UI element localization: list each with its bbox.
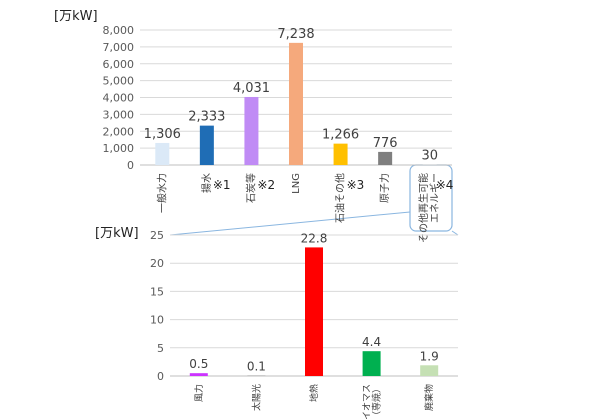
chart1-category-label: エネルギー: [429, 173, 441, 223]
chart1-category-label: 石油その他: [334, 173, 347, 223]
chart2-bar: [420, 365, 439, 376]
chart1-ytick: 7,000: [103, 41, 135, 54]
chart2-category-label: 地熱: [308, 384, 320, 402]
chart1-data-label: 2,333: [188, 110, 225, 125]
chart1-category-label: LNG: [291, 173, 302, 194]
chart1-bar: [289, 42, 303, 165]
chart2-bar: [247, 375, 266, 376]
chart1-data-label: 4,031: [233, 81, 270, 96]
chart1-note-mark: ※2: [257, 178, 275, 192]
chart1-ytick: 6,000: [103, 58, 135, 71]
chart2-category-label: 太陽光: [250, 384, 262, 411]
chart1-category-label: 一般水力: [155, 173, 168, 213]
chart2-category-label: （専焼）: [371, 384, 383, 419]
chart1-bar: [422, 164, 437, 165]
chart1-data-label: 30: [421, 148, 438, 163]
chart1-data-label: 1,266: [322, 128, 359, 143]
chart2-category-label: 廃棄物: [423, 384, 435, 411]
chart2-data-label: 0.1: [247, 359, 266, 373]
chart1-ytick: 2,000: [103, 125, 135, 138]
chart1-data-label: 7,238: [277, 27, 314, 42]
chart2-data-label: 22.8: [301, 231, 328, 245]
chart2-ytick: 0: [157, 370, 164, 383]
chart2-data-label: 1.9: [420, 349, 439, 363]
chart1-bar: [378, 151, 393, 165]
chart1-category-label: 石炭等: [244, 173, 257, 203]
zoom-connector-line: [451, 230, 459, 236]
chart2-data-label: 0.5: [189, 357, 208, 371]
chart1-category-label: 原子力: [378, 173, 391, 203]
chart1-data-label: 1,306: [144, 127, 181, 142]
chart1-bar: [155, 142, 170, 165]
zoom-connector-line: [169, 211, 411, 236]
chart2-data-label: 4.4: [362, 335, 381, 349]
chart1-bar: [333, 143, 348, 165]
chart2-ytick: 10: [150, 314, 164, 327]
chart1-ytick: 3,000: [103, 108, 135, 121]
chart2-ytick: 5: [157, 342, 164, 355]
chart2-unit-label: [万kW]: [95, 226, 139, 241]
chart1-note-mark: ※4: [436, 178, 454, 192]
chart1-bar: [244, 96, 259, 165]
zoom-connector: [169, 164, 459, 236]
chart1-category-label: その他再生可能: [417, 173, 430, 243]
chart2-category-label: 風力: [193, 384, 205, 402]
chart1-bar: [199, 125, 214, 165]
chart1-ytick: 5,000: [103, 75, 135, 88]
chart1-category-label: 揚水: [200, 173, 213, 193]
chart1-ytick: 4,000: [103, 92, 135, 105]
chart2-ytick: 25: [150, 229, 164, 242]
chart2-ytick: 20: [150, 257, 164, 270]
chart1-ytick: 8,000: [103, 24, 135, 37]
chart1-plot: 0 1,000 2,000 3,000 4,000 5,000 6,000 7,000 8,00…: [103, 24, 454, 243]
chart2-category-label: バイオマス: [362, 384, 373, 419]
chart2-ytick: 15: [150, 285, 164, 298]
chart2-plot: 0 5 10 15 20 25 0.5 風力 0.1 太陽光 22.8 地熱 4.4 バイオマス （専焼） 1…: [150, 229, 458, 419]
chart1-data-label: 776: [373, 136, 398, 151]
chart2-bar: [362, 351, 381, 376]
chart1-ytick: 1,000: [103, 142, 135, 155]
chart1-ytick: 0: [127, 159, 134, 172]
chart1-note-mark: ※3: [347, 178, 365, 192]
chart2-bar: [189, 373, 208, 376]
chart2-bar: [305, 247, 323, 376]
chart1-note-mark: ※1: [213, 178, 231, 192]
chart1-unit-label: [万kW]: [54, 9, 98, 24]
